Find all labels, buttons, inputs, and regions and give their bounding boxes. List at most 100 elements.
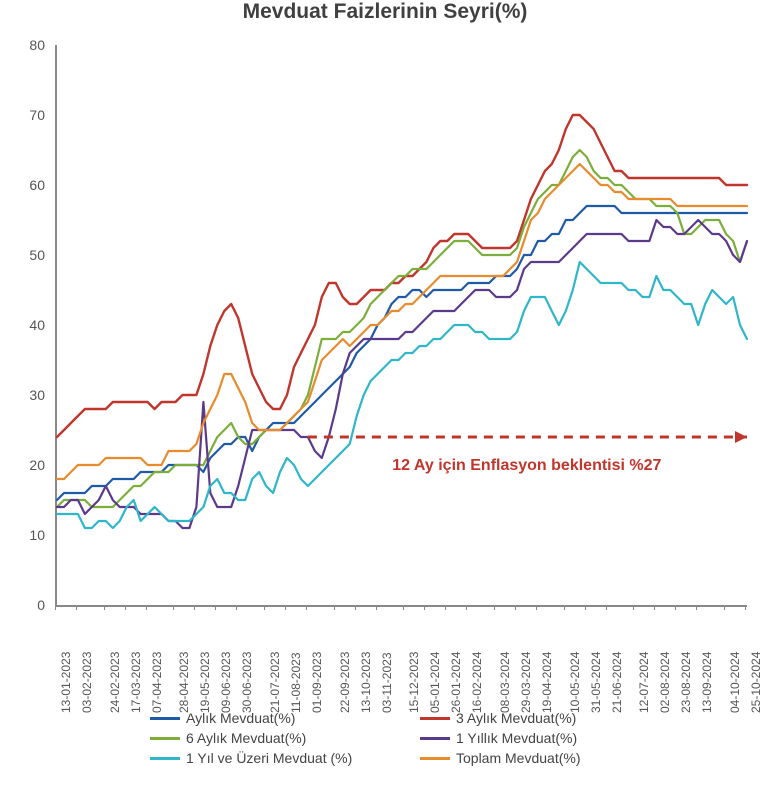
y-tick-label: 50 — [0, 247, 45, 263]
x-tick-label: 07-04-2023 — [150, 613, 164, 713]
x-tick-label: 19-05-2023 — [198, 613, 212, 713]
x-tick-label: 08-03-2024 — [498, 613, 512, 713]
x-tick-label: 16-02-2024 — [470, 613, 484, 713]
y-tick-label: 20 — [0, 457, 45, 473]
chart-legend: Aylık Mevduat(%) 3 Aylık Mevduat(%) 6 Ay… — [150, 710, 670, 770]
legend-item-1yillik: 1 Yıllık Mevduat(%) — [420, 730, 630, 746]
x-tick-label: 03-02-2023 — [80, 613, 94, 713]
chart-title: Mevduat Faizlerinin Seyri(%) — [0, 0, 770, 24]
x-tick-label: 15-12-2023 — [407, 613, 421, 713]
x-tick-label: 13-09-2024 — [700, 613, 714, 713]
x-tick-mark — [76, 605, 77, 610]
x-tick-mark — [236, 605, 237, 610]
series-line — [57, 206, 747, 500]
x-tick-label: 24-02-2023 — [108, 613, 122, 713]
legend-item-3aylik: 3 Aylık Mevduat(%) — [420, 710, 630, 726]
x-tick-label: 13-10-2023 — [359, 613, 373, 713]
y-tick-label: 70 — [0, 107, 45, 123]
x-tick-label: 03-11-2023 — [380, 613, 394, 713]
x-tick-label: 17-03-2023 — [129, 613, 143, 713]
x-tick-mark — [696, 605, 697, 610]
x-tick-mark — [355, 605, 356, 610]
legend-swatch-icon — [150, 757, 180, 760]
x-tick-label: 12-07-2024 — [637, 613, 651, 713]
annotation-text: 12 Ay için Enflasyon beklentisi %27 — [392, 457, 661, 475]
legend-label: 3 Aylık Mevduat(%) — [456, 710, 576, 726]
x-tick-label: 30-06-2023 — [240, 613, 254, 713]
x-tick-mark — [585, 605, 586, 610]
legend-row: Aylık Mevduat(%) 3 Aylık Mevduat(%) — [150, 710, 670, 726]
x-tick-mark — [334, 605, 335, 610]
x-tick-mark — [215, 605, 216, 610]
x-tick-label: 02-08-2024 — [658, 613, 672, 713]
x-tick-mark — [194, 605, 195, 610]
x-tick-mark — [173, 605, 174, 610]
y-tick-label: 40 — [0, 317, 45, 333]
x-tick-label: 13-01-2023 — [59, 613, 73, 713]
y-tick-label: 10 — [0, 527, 45, 543]
legend-swatch-icon — [420, 717, 450, 720]
x-tick-mark — [376, 605, 377, 610]
x-tick-mark — [654, 605, 655, 610]
x-tick-label: 11-08-2023 — [289, 613, 303, 713]
x-tick-mark — [445, 605, 446, 610]
chart-lines-svg — [57, 45, 747, 605]
x-tick-mark — [515, 605, 516, 610]
plot-area — [55, 45, 747, 607]
legend-label: Aylık Mevduat(%) — [186, 710, 295, 726]
x-tick-mark — [104, 605, 105, 610]
series-line — [57, 220, 747, 528]
legend-label: 6 Aylık Mevduat(%) — [186, 730, 306, 746]
chart-container: Mevduat Faizlerinin Seyri(%) 0 10 20 30 40 50… — [0, 0, 770, 792]
legend-label: 1 Yıllık Mevduat(%) — [456, 730, 577, 746]
x-tick-label: 25-10-2024 — [749, 613, 763, 713]
x-tick-mark — [564, 605, 565, 610]
x-tick-mark — [724, 605, 725, 610]
annotation-arrowhead-icon — [735, 431, 747, 443]
legend-item-1yilve: 1 Yıl ve Üzeri Mevduat (%) — [150, 750, 360, 766]
x-tick-mark — [306, 605, 307, 610]
y-tick-label: 0 — [0, 597, 45, 613]
x-tick-label: 04-10-2024 — [728, 613, 742, 713]
x-tick-mark — [403, 605, 404, 610]
x-tick-mark — [536, 605, 537, 610]
x-tick-mark — [745, 605, 746, 610]
x-tick-mark — [606, 605, 607, 610]
x-tick-label: 01-09-2023 — [310, 613, 324, 713]
x-tick-mark — [424, 605, 425, 610]
x-tick-mark — [264, 605, 265, 610]
legend-swatch-icon — [420, 737, 450, 740]
x-tick-label: 22-09-2023 — [338, 613, 352, 713]
x-tick-label: 09-06-2023 — [219, 613, 233, 713]
legend-swatch-icon — [150, 717, 180, 720]
x-tick-label: 29-03-2024 — [519, 613, 533, 713]
legend-item-aylik: Aylık Mevduat(%) — [150, 710, 360, 726]
x-tick-mark — [125, 605, 126, 610]
legend-item-6aylik: 6 Aylık Mevduat(%) — [150, 730, 360, 746]
x-tick-label: 21-06-2024 — [610, 613, 624, 713]
legend-swatch-icon — [150, 737, 180, 740]
series-line — [57, 150, 747, 507]
series-line — [57, 164, 747, 479]
x-tick-label: 05-01-2024 — [428, 613, 442, 713]
legend-item-toplam: Toplam Mevduat(%) — [420, 750, 630, 766]
legend-label: Toplam Mevduat(%) — [456, 750, 581, 766]
x-tick-label: 19-04-2024 — [540, 613, 554, 713]
x-tick-mark — [146, 605, 147, 610]
series-line — [57, 262, 747, 528]
legend-label: 1 Yıl ve Üzeri Mevduat (%) — [186, 750, 352, 766]
x-tick-label: 28-04-2023 — [177, 613, 191, 713]
x-tick-mark — [466, 605, 467, 610]
x-tick-label: 10-05-2024 — [568, 613, 582, 713]
x-tick-mark — [494, 605, 495, 610]
x-tick-mark — [285, 605, 286, 610]
y-tick-label: 60 — [0, 177, 45, 193]
x-tick-mark — [633, 605, 634, 610]
y-tick-label: 30 — [0, 387, 45, 403]
x-tick-label: 31-05-2024 — [589, 613, 603, 713]
legend-row: 1 Yıl ve Üzeri Mevduat (%) Toplam Mevdua… — [150, 750, 670, 766]
y-tick-label: 80 — [0, 37, 45, 53]
x-tick-label: 21-07-2023 — [268, 613, 282, 713]
x-tick-mark — [675, 605, 676, 610]
legend-swatch-icon — [420, 757, 450, 760]
